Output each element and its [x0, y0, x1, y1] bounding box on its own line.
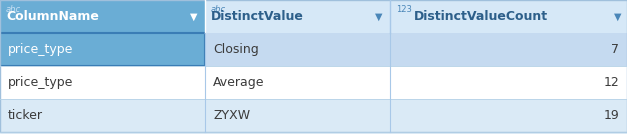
Text: DistinctValueCount: DistinctValueCount: [414, 10, 548, 23]
Text: abc: abc: [6, 5, 21, 14]
Text: abc: abc: [211, 5, 226, 14]
Text: price_type: price_type: [8, 76, 73, 89]
Text: ZYXW: ZYXW: [213, 109, 250, 122]
Bar: [390, 0, 627, 33]
Text: price_type: price_type: [8, 43, 73, 56]
Text: DistinctValue: DistinctValue: [211, 10, 304, 23]
Text: ▼: ▼: [189, 12, 197, 21]
Text: 19: 19: [603, 109, 619, 122]
Bar: [205, 33, 627, 66]
Text: Average: Average: [213, 76, 265, 89]
Bar: [0, 0, 205, 33]
Bar: [0, 99, 627, 132]
Bar: [0, 33, 205, 66]
Text: ▼: ▼: [613, 12, 621, 21]
Text: ticker: ticker: [8, 109, 43, 122]
Text: 7: 7: [611, 43, 619, 56]
Text: 123: 123: [396, 5, 412, 14]
Text: ▼: ▼: [374, 12, 382, 21]
Text: Closing: Closing: [213, 43, 259, 56]
Text: ColumnName: ColumnName: [6, 10, 99, 23]
Bar: [0, 66, 627, 99]
Bar: [205, 0, 390, 33]
Text: 12: 12: [603, 76, 619, 89]
